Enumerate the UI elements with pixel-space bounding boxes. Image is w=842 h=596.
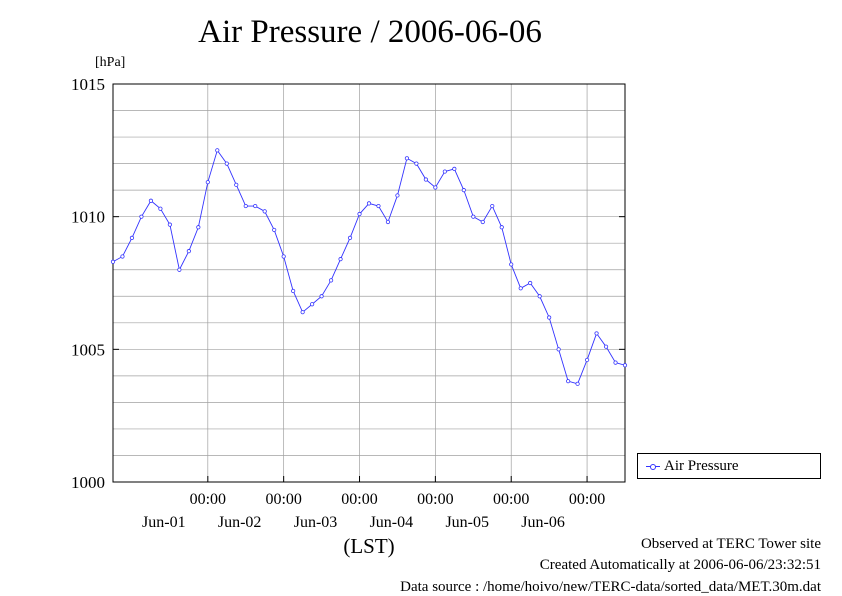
data-point bbox=[129, 235, 135, 240]
data-point bbox=[177, 267, 182, 272]
data-point bbox=[262, 209, 267, 214]
data-point bbox=[281, 254, 286, 259]
data-point bbox=[603, 344, 609, 349]
x-tick-time-label: 00:00 bbox=[341, 491, 377, 508]
data-point bbox=[575, 381, 580, 386]
data-point bbox=[414, 161, 419, 166]
data-point bbox=[556, 347, 561, 352]
data-point bbox=[518, 286, 523, 291]
plot-frame bbox=[112, 83, 626, 483]
x-tick-date-label: Jun-02 bbox=[218, 514, 262, 531]
x-tick-time-label: 00:00 bbox=[190, 491, 226, 508]
data-point bbox=[442, 169, 447, 174]
data-point bbox=[376, 203, 381, 209]
x-tick-time-label: 00:00 bbox=[417, 491, 453, 508]
data-point bbox=[613, 360, 618, 365]
y-tick-label: 1000 bbox=[71, 473, 105, 492]
y-tick-label: 1005 bbox=[71, 340, 105, 359]
data-point bbox=[300, 310, 305, 315]
legend-marker-icon bbox=[650, 464, 656, 470]
data-point bbox=[110, 259, 116, 264]
data-point bbox=[452, 166, 457, 172]
data-point bbox=[528, 280, 533, 286]
data-point bbox=[234, 182, 239, 187]
x-tick-time-label: 00:00 bbox=[493, 491, 529, 508]
data-point bbox=[395, 193, 400, 198]
legend-label: Air Pressure bbox=[664, 458, 739, 474]
y-tick-label: 1010 bbox=[71, 208, 105, 227]
data-point bbox=[167, 222, 172, 227]
data-point bbox=[328, 278, 334, 283]
data-point bbox=[547, 315, 552, 320]
data-point bbox=[243, 203, 248, 209]
data-point bbox=[584, 357, 590, 363]
data-point bbox=[291, 288, 296, 294]
x-tick-date-label: Jun-04 bbox=[370, 514, 414, 531]
data-point bbox=[509, 262, 514, 267]
x-tick-date-label: Jun-05 bbox=[445, 514, 489, 531]
data-point bbox=[205, 180, 210, 185]
data-point bbox=[272, 227, 277, 233]
data-point bbox=[366, 201, 372, 206]
data-point bbox=[120, 254, 125, 259]
data-point bbox=[423, 177, 428, 182]
data-point bbox=[480, 219, 485, 225]
x-axis-label: (LST) bbox=[343, 534, 394, 558]
data-point bbox=[566, 379, 571, 384]
data-point bbox=[347, 235, 353, 240]
x-tick-time-label: 00:00 bbox=[265, 491, 301, 508]
x-tick-date-label: Jun-06 bbox=[521, 514, 565, 531]
data-point bbox=[319, 294, 324, 299]
data-point bbox=[357, 211, 362, 217]
footer-created: Created Automatically at 2006-06-06/23:3… bbox=[539, 557, 821, 573]
data-point bbox=[196, 225, 201, 230]
data-point bbox=[594, 331, 599, 336]
data-point bbox=[338, 257, 343, 262]
series-line bbox=[112, 149, 626, 385]
data-point bbox=[461, 188, 466, 193]
data-point bbox=[537, 294, 542, 299]
data-point bbox=[186, 249, 191, 254]
data-point bbox=[148, 198, 154, 203]
data-point bbox=[404, 156, 410, 161]
x-tick-date-label: Jun-03 bbox=[294, 514, 338, 531]
x-tick-date-label: Jun-01 bbox=[142, 514, 186, 531]
data-point bbox=[490, 203, 495, 209]
data-point bbox=[139, 214, 144, 219]
data-point bbox=[385, 219, 391, 225]
footer-source: Data source : /home/hoivo/new/TERC-data/… bbox=[400, 579, 821, 595]
y-tick-label: 1015 bbox=[71, 75, 105, 94]
x-tick-time-label: 00:00 bbox=[569, 491, 605, 508]
y-axis-unit: [hPa] bbox=[95, 55, 126, 70]
data-point bbox=[224, 161, 229, 166]
data-point bbox=[215, 148, 220, 153]
data-point bbox=[499, 225, 504, 230]
footer-observed: Observed at TERC Tower site bbox=[640, 536, 821, 552]
data-point bbox=[433, 185, 438, 190]
data-point bbox=[622, 363, 628, 368]
data-point bbox=[253, 203, 258, 209]
chart-title: Air Pressure / 2006-06-06 bbox=[198, 14, 542, 50]
data-point bbox=[158, 206, 163, 211]
data-point bbox=[471, 214, 476, 219]
legend: Air Pressure bbox=[637, 453, 821, 479]
data-point bbox=[310, 302, 315, 307]
